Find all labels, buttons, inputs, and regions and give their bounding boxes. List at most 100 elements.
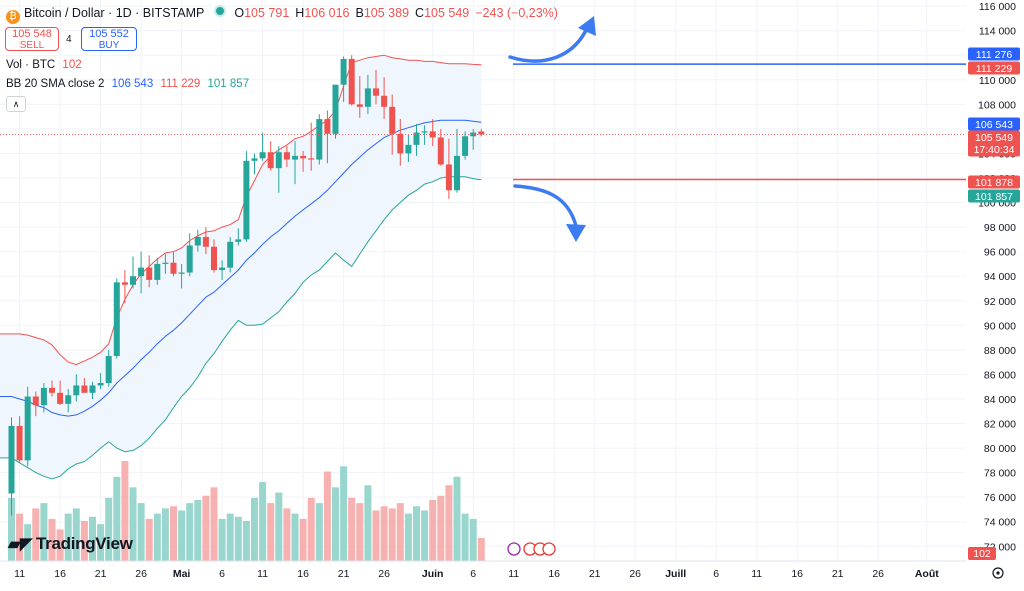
candle-body (8, 425, 15, 494)
price-tag (968, 61, 1020, 75)
volume-legend-value: 102 (62, 59, 82, 71)
volume-bar (40, 503, 48, 561)
candle-body (275, 152, 282, 169)
settings-icon-ring (992, 567, 1004, 579)
horizontal-lines (0, 63, 966, 181)
price-tag-countdown: 17:40:34 (974, 144, 1015, 156)
candle-body (413, 132, 420, 145)
time-tick-label: 16 (548, 568, 560, 580)
candle-body (97, 383, 104, 386)
time-tick-label: 11 (508, 568, 519, 580)
bb-basis-line (0, 119, 482, 417)
volume-bar (380, 506, 388, 561)
price-tick-label: 110 000 (979, 75, 1016, 87)
candles (8, 55, 485, 516)
arrow-down-head (566, 224, 586, 242)
time-tick-label: Juill (665, 568, 686, 580)
time-tick-label: 11 (14, 568, 25, 580)
price-tag (968, 117, 1020, 131)
candle-body (454, 155, 460, 191)
price-tag (968, 47, 1020, 61)
price-tick-label: 116 000 (979, 1, 1016, 13)
volume-bar (315, 503, 323, 561)
candle-body (300, 155, 307, 159)
buy-button[interactable]: 105 552 BUY (81, 27, 137, 51)
settings-icon-dot (996, 571, 1000, 575)
time-tick-label: 21 (338, 568, 350, 580)
candle-body (16, 425, 23, 461)
price-tag-label: 101 878 (975, 177, 1013, 189)
candle-body (251, 158, 258, 161)
sell-button[interactable]: 105 548 SELL (5, 27, 59, 51)
candle-body (405, 144, 412, 154)
price-tick-label: 78 000 (984, 468, 1016, 480)
buy-price: 105 552 (89, 28, 129, 40)
price-tag (968, 189, 1020, 203)
volume-bar (89, 516, 96, 561)
volume-bar (461, 513, 469, 561)
volume-bar (170, 506, 177, 561)
candle-body (316, 119, 323, 160)
candle-body (348, 58, 355, 105)
settings-icon[interactable] (992, 567, 1004, 579)
arrow-down-curve (513, 184, 578, 228)
price-tag-label: 106 543 (975, 119, 1013, 131)
time-axis[interactable]: 11 16 21 26 Mai 6 11 16 21 26 Juin 6 11 16 21 26 Juill 6 1… (0, 560, 1004, 580)
bollinger-legend[interactable]: BB 20 SMA close 2 106 543 111 229 101 85… (6, 78, 249, 90)
candle-body (170, 262, 177, 274)
volume-legend[interactable]: Vol · BTC 102 (6, 59, 82, 71)
time-tick-label: Août (915, 568, 939, 580)
candle-body (235, 239, 242, 242)
volume-bar (275, 492, 283, 561)
candle-body (356, 104, 363, 107)
time-tick-label: 6 (713, 568, 719, 580)
high-value: 106 016 (304, 6, 350, 20)
candle-body (178, 272, 185, 274)
volume-bar (8, 497, 15, 561)
volume-tag-label: 102 (973, 548, 991, 560)
candle-body (324, 119, 331, 134)
low-label: B (355, 6, 364, 20)
volume-bar (396, 503, 404, 561)
candle-body (389, 106, 396, 134)
volume-bar (429, 499, 437, 561)
volume-bar (210, 487, 218, 561)
candle-body (162, 262, 169, 264)
collapse-legend-button[interactable]: ∧ (6, 96, 26, 112)
volume-bar (323, 471, 331, 561)
volume-bar (283, 508, 291, 561)
symbol-title[interactable]: Bitcoin / Dollar · 1D · BITSTAMP (24, 6, 205, 20)
high-label: H (295, 6, 305, 20)
candle-body (332, 84, 339, 134)
tradingview-name: TradingView (36, 534, 133, 553)
time-tick-label: 11 (257, 568, 268, 580)
volume-bars (8, 461, 485, 561)
volume-bar (32, 508, 40, 561)
volume-bar (251, 497, 258, 561)
volume-tag (968, 547, 996, 560)
price-tick-label: 80 000 (984, 443, 1016, 455)
candle-body (478, 131, 485, 135)
volume-bar (267, 503, 275, 561)
time-tick-label: Juin (422, 568, 444, 580)
price-tag (968, 175, 1020, 189)
price-tick-label: 92 000 (984, 296, 1016, 308)
volume-bar (356, 503, 364, 561)
symbol-header: ₿ Bitcoin / Dollar · 1D · BITSTAMP O105 79… (6, 5, 558, 24)
candle-body (121, 282, 128, 285)
volume-bar (113, 476, 121, 561)
volume-bar (234, 516, 242, 561)
price-tick-label: 94 000 (984, 271, 1016, 283)
volume-bar (259, 482, 267, 561)
price-tick-label: 84 000 (984, 394, 1016, 406)
market-status-icon (214, 5, 227, 17)
price-tick-label: 114 000 (979, 26, 1016, 38)
price-tick-label: 86 000 (984, 369, 1016, 381)
volume-bar (469, 518, 477, 561)
candle-body (462, 136, 469, 156)
arrow-up-head (578, 16, 596, 36)
bb-basis-value: 106 543 (111, 78, 154, 90)
